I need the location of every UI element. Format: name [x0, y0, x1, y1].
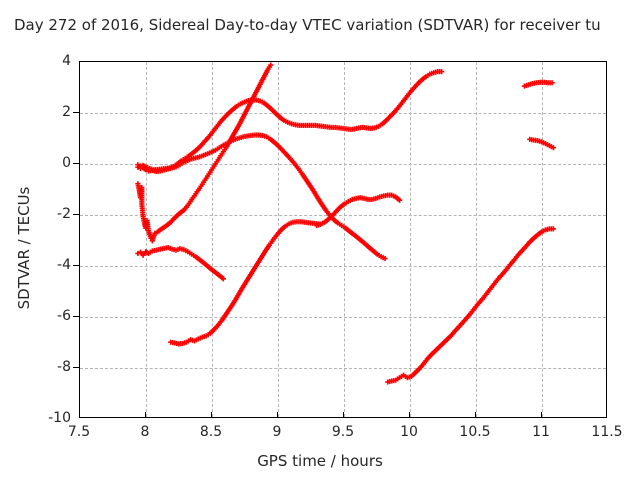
gridline-vertical [278, 62, 279, 417]
x-tick-mark [343, 412, 344, 418]
x-tick-label: 7.5 [67, 424, 91, 440]
x-tick-label: 11 [532, 424, 550, 440]
x-tick-mark [409, 412, 410, 418]
y-axis-label: SDTVAR / TECUs [15, 186, 33, 310]
x-tick-mark [541, 412, 542, 418]
y-tick-label: -2 [57, 206, 71, 222]
plot-area [79, 61, 607, 418]
gridline-horizontal [80, 266, 606, 267]
gridline-horizontal [80, 368, 606, 369]
y-tick-label: -4 [57, 257, 71, 273]
x-tick-mark [145, 412, 146, 418]
x-tick-label: 10.5 [459, 424, 491, 440]
data-series [168, 219, 324, 347]
y-tick-mark [73, 163, 79, 164]
data-series [135, 62, 274, 244]
data-series [135, 132, 388, 262]
x-tick-label: 11.5 [591, 424, 623, 440]
chart-title: Day 272 of 2016, Sidereal Day-to-day VTE… [14, 16, 601, 34]
y-tick-label: 2 [62, 104, 71, 120]
data-series [135, 69, 445, 173]
x-tick-mark [211, 412, 212, 418]
y-axis-ticks: 4 2 0 -2 -4 -6 -8 -10 [0, 0, 75, 480]
data-series [521, 79, 555, 89]
gridline-vertical [344, 62, 345, 417]
gridline-horizontal [80, 164, 606, 165]
gridline-horizontal [80, 113, 606, 114]
x-tick-label: 9 [272, 424, 282, 440]
gridline-vertical [146, 62, 147, 417]
gridline-horizontal [80, 317, 606, 318]
y-tick-label: -10 [48, 410, 71, 426]
x-tick-mark [475, 412, 476, 418]
y-tick-mark [73, 316, 79, 317]
x-tick-mark [277, 412, 278, 418]
gridline-vertical [542, 62, 543, 417]
y-tick-label: -6 [57, 308, 71, 324]
gridline-vertical [476, 62, 477, 417]
y-tick-label: 0 [62, 155, 71, 171]
x-tick-label: 10 [400, 424, 418, 440]
y-tick-label: 4 [62, 53, 71, 69]
x-tick-label: 8.5 [199, 424, 223, 440]
y-tick-mark [73, 112, 79, 113]
x-axis-label: GPS time / hours [257, 452, 383, 470]
x-tick-label: 8 [140, 424, 150, 440]
data-series-layer [135, 62, 556, 385]
y-tick-mark [73, 367, 79, 368]
x-tick-label: 9.5 [331, 424, 355, 440]
gridline-vertical [410, 62, 411, 417]
y-tick-mark [73, 214, 79, 215]
gridline-vertical [212, 62, 213, 417]
data-series [314, 192, 403, 229]
y-tick-label: -8 [57, 359, 71, 375]
gridline-horizontal [80, 215, 606, 216]
y-tick-mark [73, 265, 79, 266]
